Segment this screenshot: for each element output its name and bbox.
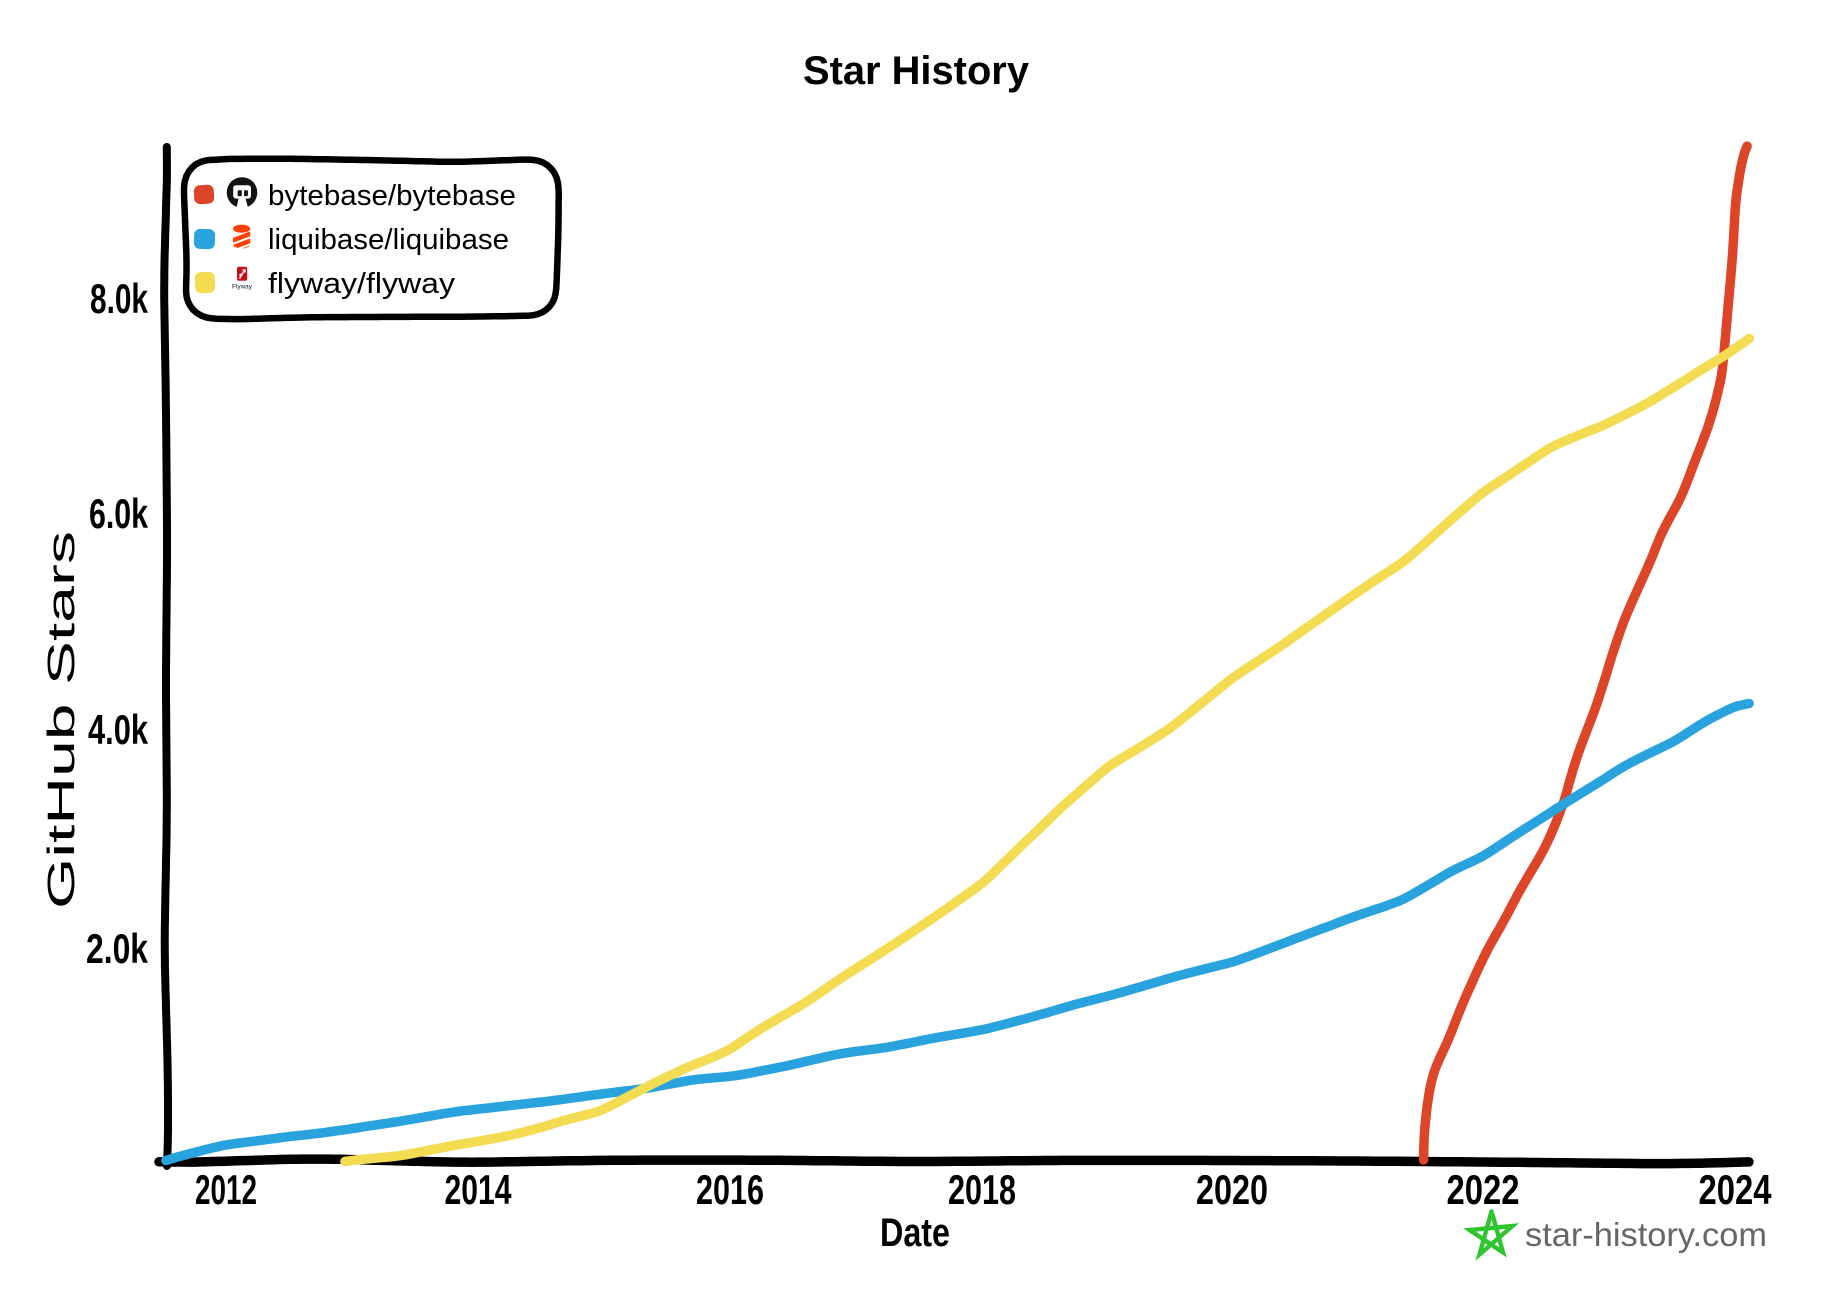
svg-text:Flyway: Flyway [232, 284, 253, 291]
svg-text:4.0k: 4.0k [88, 706, 148, 753]
svg-text:2012: 2012 [195, 1166, 257, 1213]
svg-text:Star History: Star History [803, 49, 1030, 93]
svg-text:2024: 2024 [1699, 1166, 1772, 1213]
svg-text:star-history.com: star-history.com [1525, 1216, 1767, 1253]
svg-text:2022: 2022 [1447, 1166, 1520, 1213]
svg-text:flyway/flyway: flyway/flyway [268, 268, 456, 300]
svg-text:2016: 2016 [696, 1166, 764, 1213]
svg-text:Date: Date [880, 1211, 950, 1255]
svg-text:2014: 2014 [445, 1166, 512, 1213]
svg-text:bytebase/bytebase: bytebase/bytebase [268, 180, 516, 212]
svg-text:6.0k: 6.0k [89, 490, 148, 537]
svg-text:2018: 2018 [948, 1166, 1016, 1213]
svg-text:GitHub Stars: GitHub Stars [41, 531, 83, 909]
svg-text:2.0k: 2.0k [86, 925, 148, 972]
svg-text:liquibase/liquibase: liquibase/liquibase [268, 224, 509, 256]
svg-text:8.0k: 8.0k [90, 275, 148, 322]
svg-text:2020: 2020 [1196, 1166, 1268, 1213]
